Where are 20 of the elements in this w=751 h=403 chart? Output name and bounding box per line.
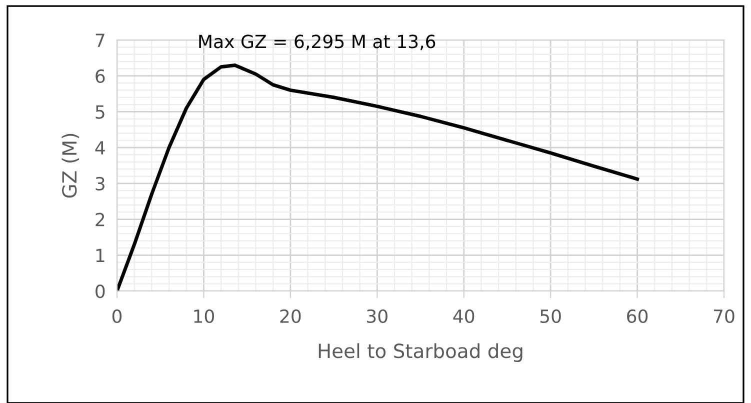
- x-tick-label: 60: [627, 309, 648, 324]
- y-tick-label: 4: [95, 141, 105, 154]
- x-tick-label: 40: [453, 309, 474, 324]
- y-tick-label: 0: [96, 284, 105, 298]
- x-tick-label: 70: [714, 309, 734, 324]
- x-tick-label: 10: [194, 309, 214, 324]
- x-tick-label: 50: [540, 309, 561, 324]
- y-axis-title: GZ (M): [62, 134, 80, 198]
- y-tick-label: 7: [96, 34, 104, 47]
- y-tick-label: 6: [96, 69, 105, 83]
- annotation: Max GZ = 6,295 M at 13,6: [199, 34, 436, 50]
- x-axis-title: Heel to Starboad deg: [318, 343, 522, 362]
- x-tick-label: 30: [367, 309, 388, 324]
- x-tick-label: 20: [280, 309, 301, 324]
- line-series: [117, 64, 640, 291]
- y-tick-label: 2: [96, 212, 104, 226]
- y-tick-label: 5: [96, 105, 104, 119]
- y-tick-label: 1: [96, 248, 104, 262]
- y-tick-label: 3: [96, 176, 104, 191]
- x-tick-label: 0: [112, 309, 122, 324]
